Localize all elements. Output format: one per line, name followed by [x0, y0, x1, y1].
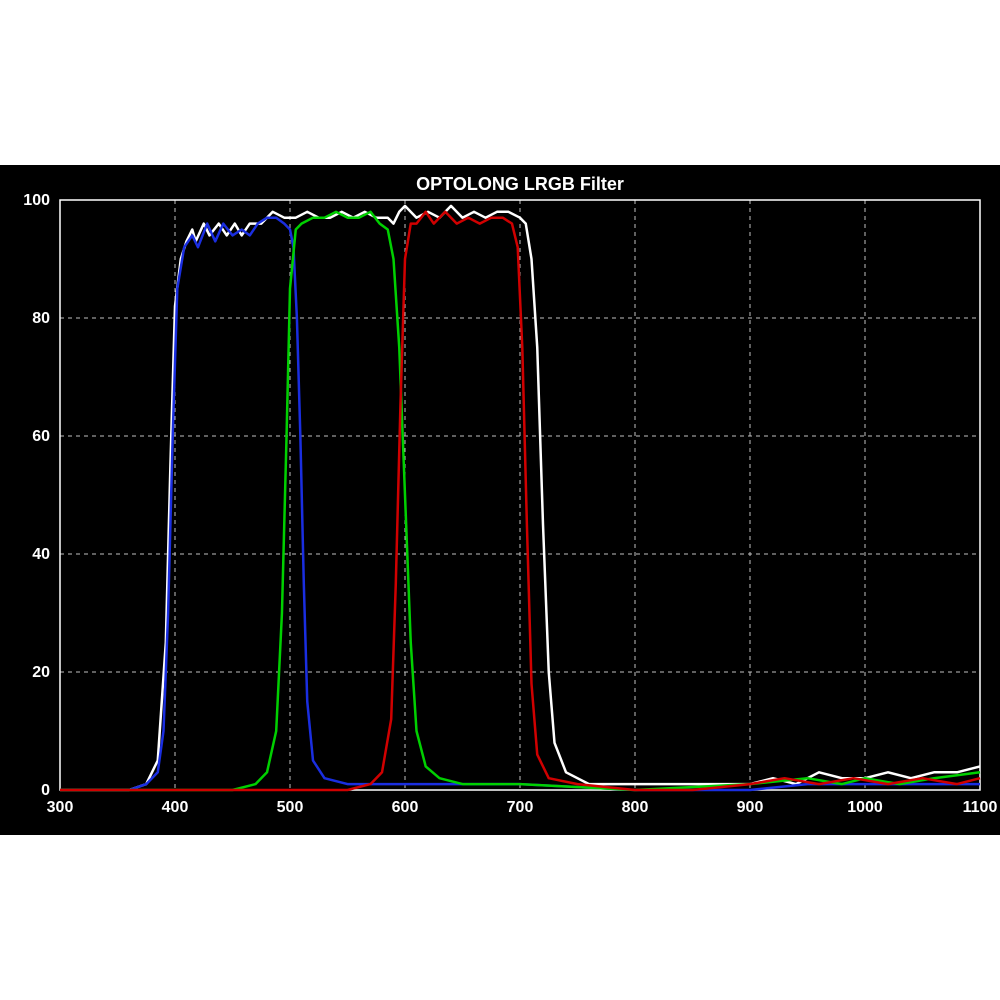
x-tick-label: 800: [622, 799, 649, 816]
chart-title: OPTOLONG LRGB Filter: [416, 174, 624, 194]
y-tick-label: 80: [32, 310, 50, 327]
transmission-chart: 300 400 500 600 700 800 900 1000 1100 0 20 40 60 80 10…: [0, 165, 1000, 835]
x-tick-label: 500: [277, 799, 304, 816]
x-tick-label: 600: [392, 799, 419, 816]
x-tick-label: 700: [507, 799, 534, 816]
x-tick-label: 300: [47, 799, 74, 816]
x-tick-label: 1000: [847, 799, 883, 816]
y-tick-label: 100: [23, 192, 50, 209]
x-tick-label: 400: [162, 799, 189, 816]
x-tick-label: 1100: [963, 799, 998, 816]
y-tick-label: 0: [41, 782, 50, 799]
chart-panel: 300 400 500 600 700 800 900 1000 1100 0 20 40 60 80 10…: [0, 165, 1000, 835]
page-container: 300 400 500 600 700 800 900 1000 1100 0 20 40 60 80 10…: [0, 0, 1000, 1000]
x-tick-label: 900: [737, 799, 764, 816]
y-tick-label: 40: [32, 546, 50, 563]
y-tick-label: 20: [32, 664, 50, 681]
series-red: [60, 212, 980, 790]
y-tick-label: 60: [32, 428, 50, 445]
